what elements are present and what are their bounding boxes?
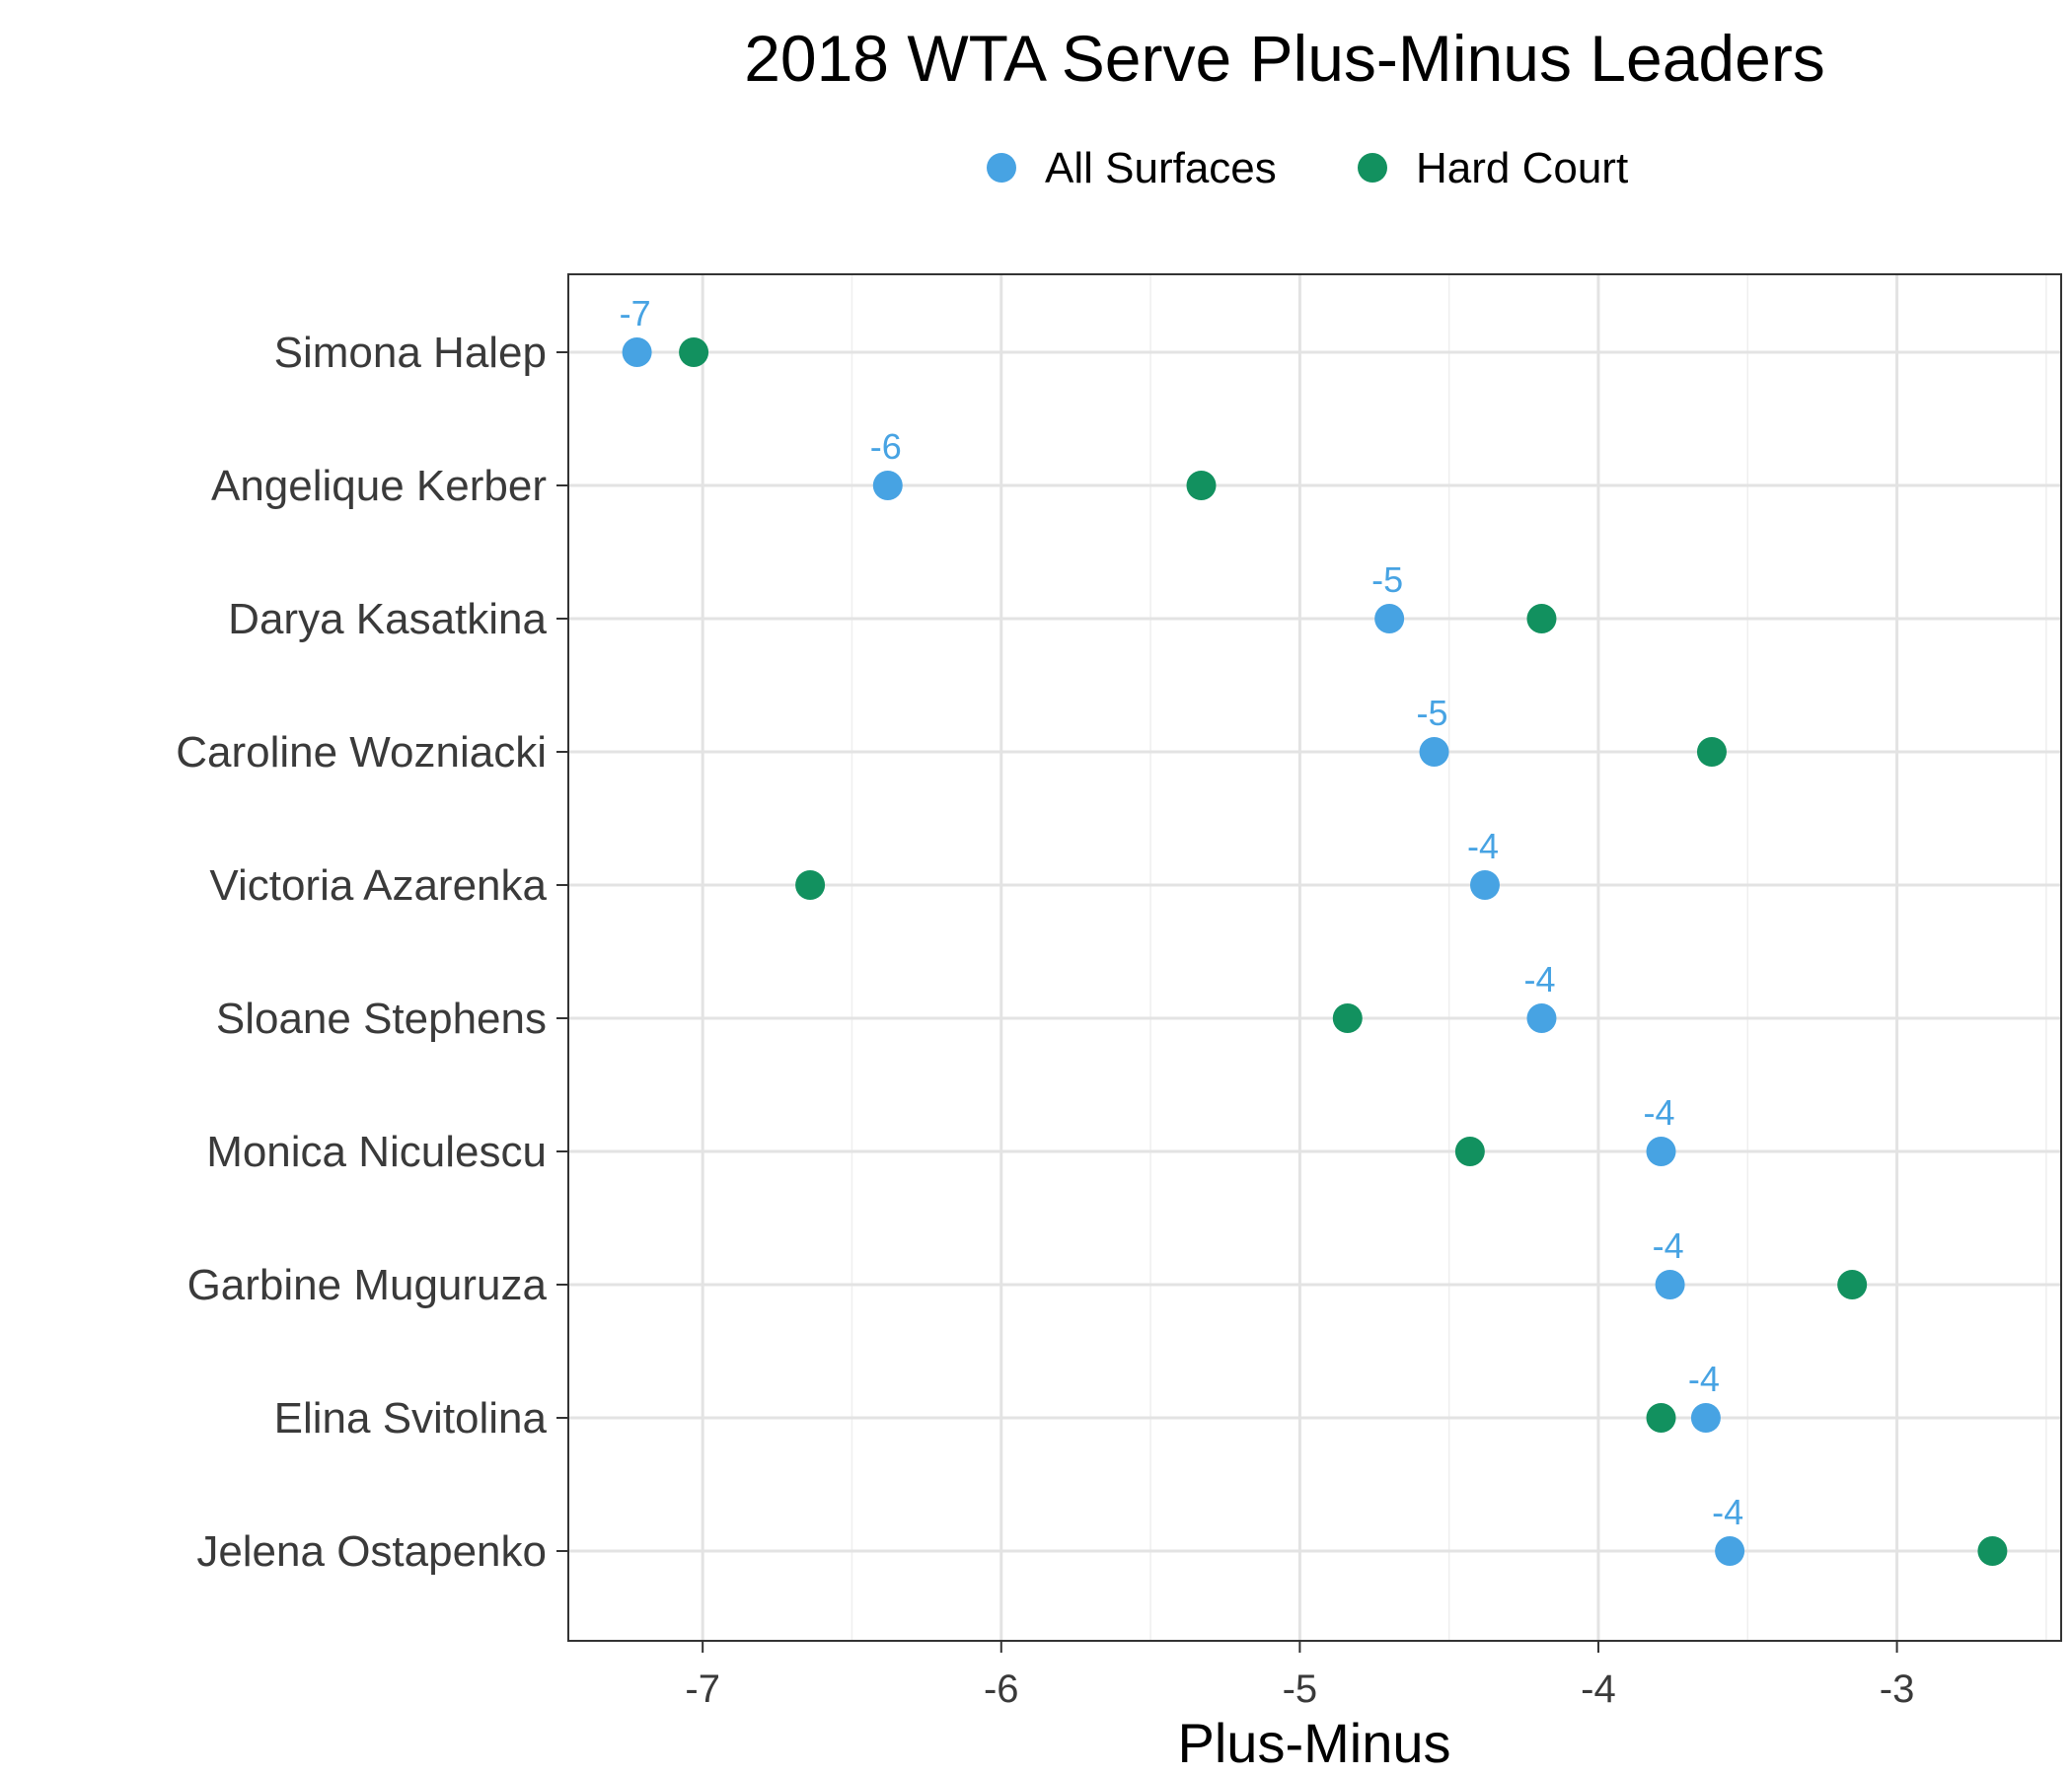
- data-label: -7: [620, 293, 651, 333]
- data-label: -4: [1523, 959, 1555, 999]
- plot-panel: Simona Halep Angelique Kerber Darya Kasatk…: [176, 273, 2062, 1711]
- point-all-surfaces: [1655, 1270, 1685, 1299]
- point-all-surfaces: [872, 471, 903, 500]
- y-category-label: Elina Svitolina: [274, 1394, 548, 1443]
- legend: All Surfaces Hard Court: [987, 144, 1628, 192]
- x-tick-label: -4: [1581, 1667, 1616, 1711]
- y-category-label: Garbine Muguruza: [187, 1261, 548, 1309]
- point-hard-court: [1332, 1003, 1363, 1033]
- y-category-label: Caroline Wozniacki: [176, 728, 547, 777]
- point-hard-court: [1186, 471, 1217, 500]
- y-category-label: Jelena Ostapenko: [196, 1527, 547, 1576]
- data-label: -5: [1371, 559, 1403, 600]
- data-label: -4: [1644, 1092, 1675, 1133]
- y-category-label: Darya Kasatkina: [228, 595, 547, 643]
- panel-border: [567, 273, 2062, 1642]
- y-category-label: Simona Halep: [274, 329, 547, 377]
- point-hard-court: [1696, 737, 1727, 767]
- y-category-label: Monica Niculescu: [206, 1128, 547, 1176]
- point-hard-court: [1837, 1270, 1868, 1299]
- data-label: -4: [1688, 1359, 1720, 1399]
- point-hard-court: [1454, 1137, 1485, 1166]
- legend-swatch: [1358, 153, 1387, 183]
- point-all-surfaces: [1526, 1003, 1557, 1033]
- x-axis: -7 -6 -5 -4 -3: [685, 1641, 1914, 1711]
- point-all-surfaces: [1715, 1536, 1745, 1566]
- data-label: -5: [1417, 693, 1448, 733]
- data-label: -4: [1653, 1225, 1684, 1266]
- y-category-label: Angelique Kerber: [211, 462, 547, 510]
- legend-swatch: [987, 153, 1016, 183]
- legend-label: Hard Court: [1416, 144, 1628, 192]
- x-tick-label: -3: [1880, 1667, 1915, 1711]
- point-all-surfaces: [622, 337, 652, 367]
- y-axis: Simona Halep Angelique Kerber Darya Kasatk…: [176, 329, 568, 1576]
- point-all-surfaces: [1646, 1137, 1676, 1166]
- x-tick-label: -7: [685, 1667, 720, 1711]
- point-hard-court: [1646, 1403, 1676, 1433]
- y-category-label: Sloane Stephens: [216, 995, 547, 1043]
- point-hard-court: [1977, 1536, 2008, 1566]
- x-axis-title: Plus-Minus: [1178, 1712, 1451, 1774]
- point-hard-court: [795, 870, 826, 900]
- data-label: -4: [1712, 1492, 1743, 1532]
- chart-title: 2018 WTA Serve Plus-Minus Leaders: [744, 22, 1825, 95]
- point-all-surfaces: [1469, 870, 1500, 900]
- point-hard-court: [679, 337, 709, 367]
- point-hard-court: [1526, 604, 1557, 633]
- grid: [568, 274, 2061, 1641]
- data-label: -4: [1467, 826, 1499, 866]
- data-label: -6: [870, 426, 902, 467]
- x-tick-label: -6: [984, 1667, 1019, 1711]
- point-all-surfaces: [1419, 737, 1449, 767]
- x-tick-label: -5: [1283, 1667, 1318, 1711]
- point-all-surfaces: [1690, 1403, 1721, 1433]
- y-category-label: Victoria Azarenka: [209, 861, 547, 910]
- legend-label: All Surfaces: [1045, 144, 1277, 192]
- point-all-surfaces: [1374, 604, 1405, 633]
- data-points: -7 -6 -5 -5 -4 -4 -4 -4 -4 -4: [620, 293, 2008, 1566]
